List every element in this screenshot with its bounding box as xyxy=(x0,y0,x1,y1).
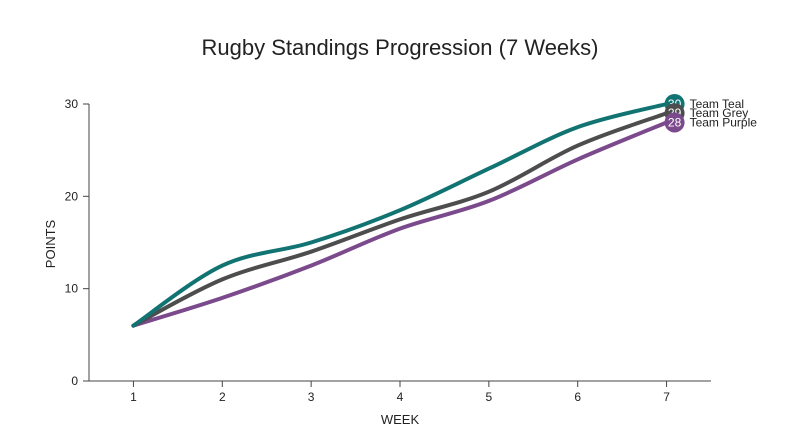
series-end-marker xyxy=(664,112,685,133)
x-axis-label: WEEK xyxy=(381,412,420,427)
x-axis-ticks: 1 2 3 4 5 6 7 xyxy=(130,381,670,404)
series-name-label: Team Purple xyxy=(690,115,758,129)
y-axis-label: POINTS xyxy=(43,219,58,268)
series-name-label: Team Grey xyxy=(690,106,749,120)
y-tick-label: 20 xyxy=(65,189,79,203)
series-line xyxy=(131,111,669,328)
y-axis-ticks: 0 10 20 30 xyxy=(65,97,89,388)
y-tick-label: 10 xyxy=(65,282,79,296)
series-name-label: Team Teal xyxy=(690,97,744,111)
series-lines xyxy=(131,102,669,328)
chart-title: Rugby Standings Progression (7 Weeks) xyxy=(201,35,598,60)
series-end-value: 28 xyxy=(668,115,682,129)
x-tick-label: 2 xyxy=(219,390,226,404)
x-tick-label: 1 xyxy=(130,390,137,404)
x-tick-label: 6 xyxy=(574,390,581,404)
y-tick-label: 0 xyxy=(71,374,78,388)
series-line xyxy=(131,120,669,328)
series-line xyxy=(131,102,669,328)
x-tick-label: 3 xyxy=(308,390,315,404)
x-tick-label: 7 xyxy=(663,390,670,404)
x-tick-label: 5 xyxy=(486,390,493,404)
y-tick-label: 30 xyxy=(65,97,79,111)
x-tick-label: 4 xyxy=(397,390,404,404)
